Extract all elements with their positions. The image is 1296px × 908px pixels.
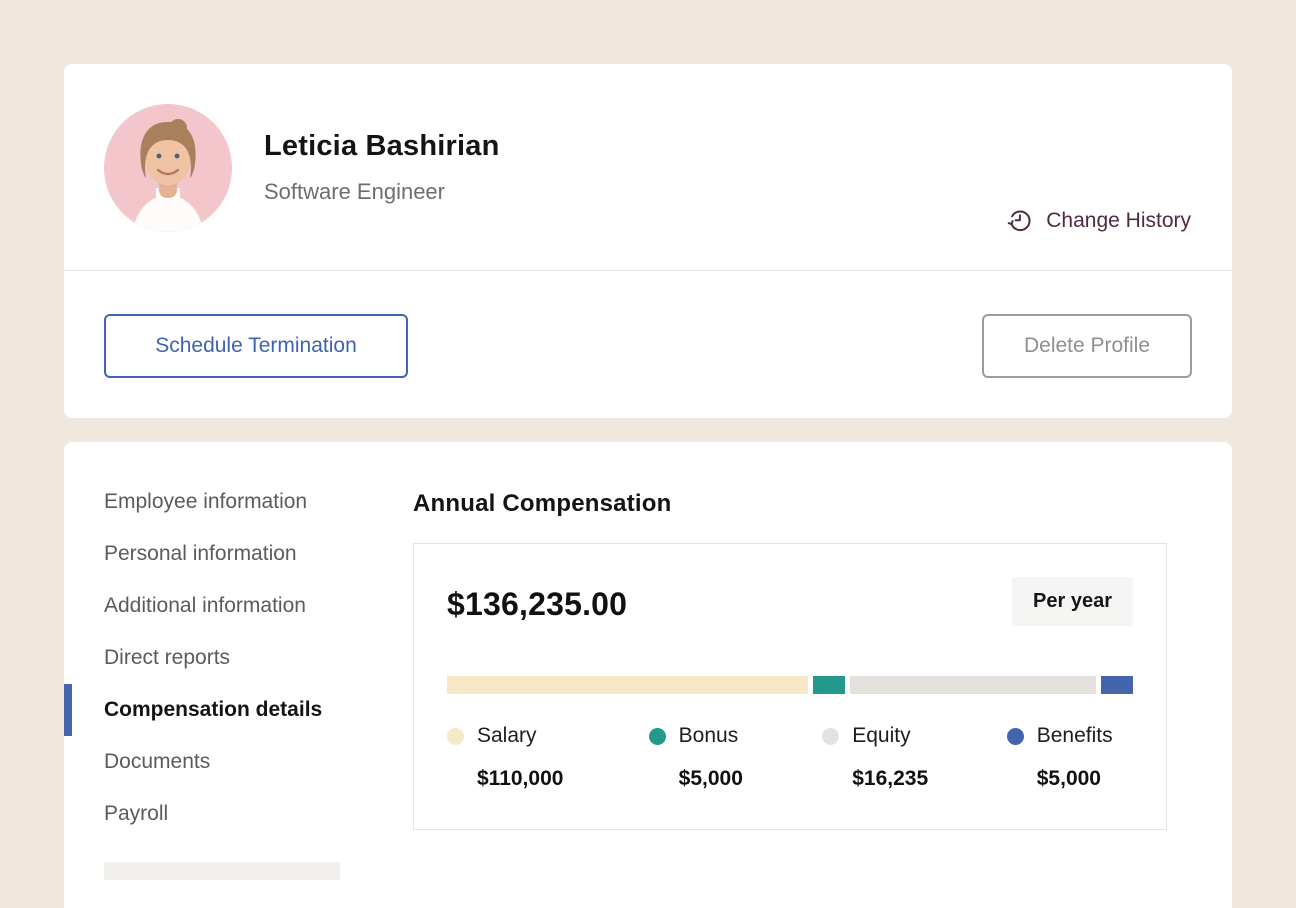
bar-segment-benefits: [1100, 676, 1133, 694]
sidebar-item-employee-information[interactable]: Employee information: [104, 490, 308, 513]
sidebar-item-additional-information[interactable]: Additional information: [104, 594, 306, 617]
active-tab-indicator: [64, 684, 72, 736]
sidebar-item-compensation-details[interactable]: Compensation details: [104, 698, 323, 721]
section-title: Annual Compensation: [413, 490, 672, 517]
legend-item-bonus: Bonus $5,000: [648, 724, 823, 791]
avatar: [104, 104, 232, 232]
legend-item-benefits: Benefits $5,000: [1006, 724, 1133, 791]
compensation-stacked-bar: [447, 676, 1133, 694]
sidebar-item-personal-information[interactable]: Personal information: [104, 542, 297, 565]
profile-header: Leticia Bashirian Software Engineer: [104, 104, 500, 232]
schedule-termination-button[interactable]: Schedule Termination: [104, 314, 408, 378]
bar-segment-bonus: [812, 676, 846, 694]
sidebar-item-documents[interactable]: Documents: [104, 750, 211, 773]
salary-dot-icon: [447, 727, 464, 745]
sidebar-item-direct-reports[interactable]: Direct reports: [104, 646, 231, 669]
legend-item-equity: Equity $16,235: [822, 724, 1007, 791]
bar-segment-salary: [447, 676, 808, 694]
compensation-legend: Salary $110,000 Bonus $5,000 Equity: [447, 724, 1133, 791]
change-history-button[interactable]: Change History: [1006, 207, 1191, 234]
legend-item-salary: Salary $110,000: [447, 724, 649, 791]
legend-label: Salary: [477, 724, 537, 747]
legend-label: Equity: [852, 724, 911, 747]
sidebar-item-payroll[interactable]: Payroll: [104, 802, 169, 825]
employee-job-title: Software Engineer: [264, 179, 445, 204]
bar-segment-equity: [850, 676, 1096, 694]
legend-amount: $16,235: [852, 767, 929, 790]
employee-name: Leticia Bashirian: [264, 130, 500, 162]
legend-label: Bonus: [678, 724, 739, 747]
change-history-label: Change History: [1046, 208, 1191, 232]
legend-amount: $5,000: [678, 767, 743, 790]
delete-profile-button[interactable]: Delete Profile: [982, 314, 1192, 378]
legend-amount: $5,000: [1036, 767, 1101, 790]
profile-card: Leticia Bashirian Software Engineer Chan…: [64, 64, 1232, 418]
legend-amount: $110,000: [477, 767, 564, 790]
bonus-dot-icon: [648, 727, 666, 745]
legend-label: Benefits: [1036, 724, 1113, 747]
annual-compensation-card: $136,235.00 Per year Salary $110,000: [413, 543, 1167, 830]
profile-section-nav: Employee information Personal informatio…: [104, 476, 384, 840]
avatar-illustration: [104, 104, 232, 232]
sidebar-skeleton-item: [104, 862, 340, 880]
benefits-dot-icon: [1006, 727, 1024, 745]
period-badge: Per year: [1012, 577, 1133, 626]
card-divider: [64, 270, 1232, 271]
equity-dot-icon: [822, 727, 840, 745]
compensation-section: Annual Compensation $136,235.00 Per year…: [413, 442, 1192, 830]
details-card: Employee information Personal informatio…: [64, 442, 1232, 908]
total-compensation-amount: $136,235.00: [447, 586, 628, 622]
clock-history-icon: [1007, 210, 1031, 232]
